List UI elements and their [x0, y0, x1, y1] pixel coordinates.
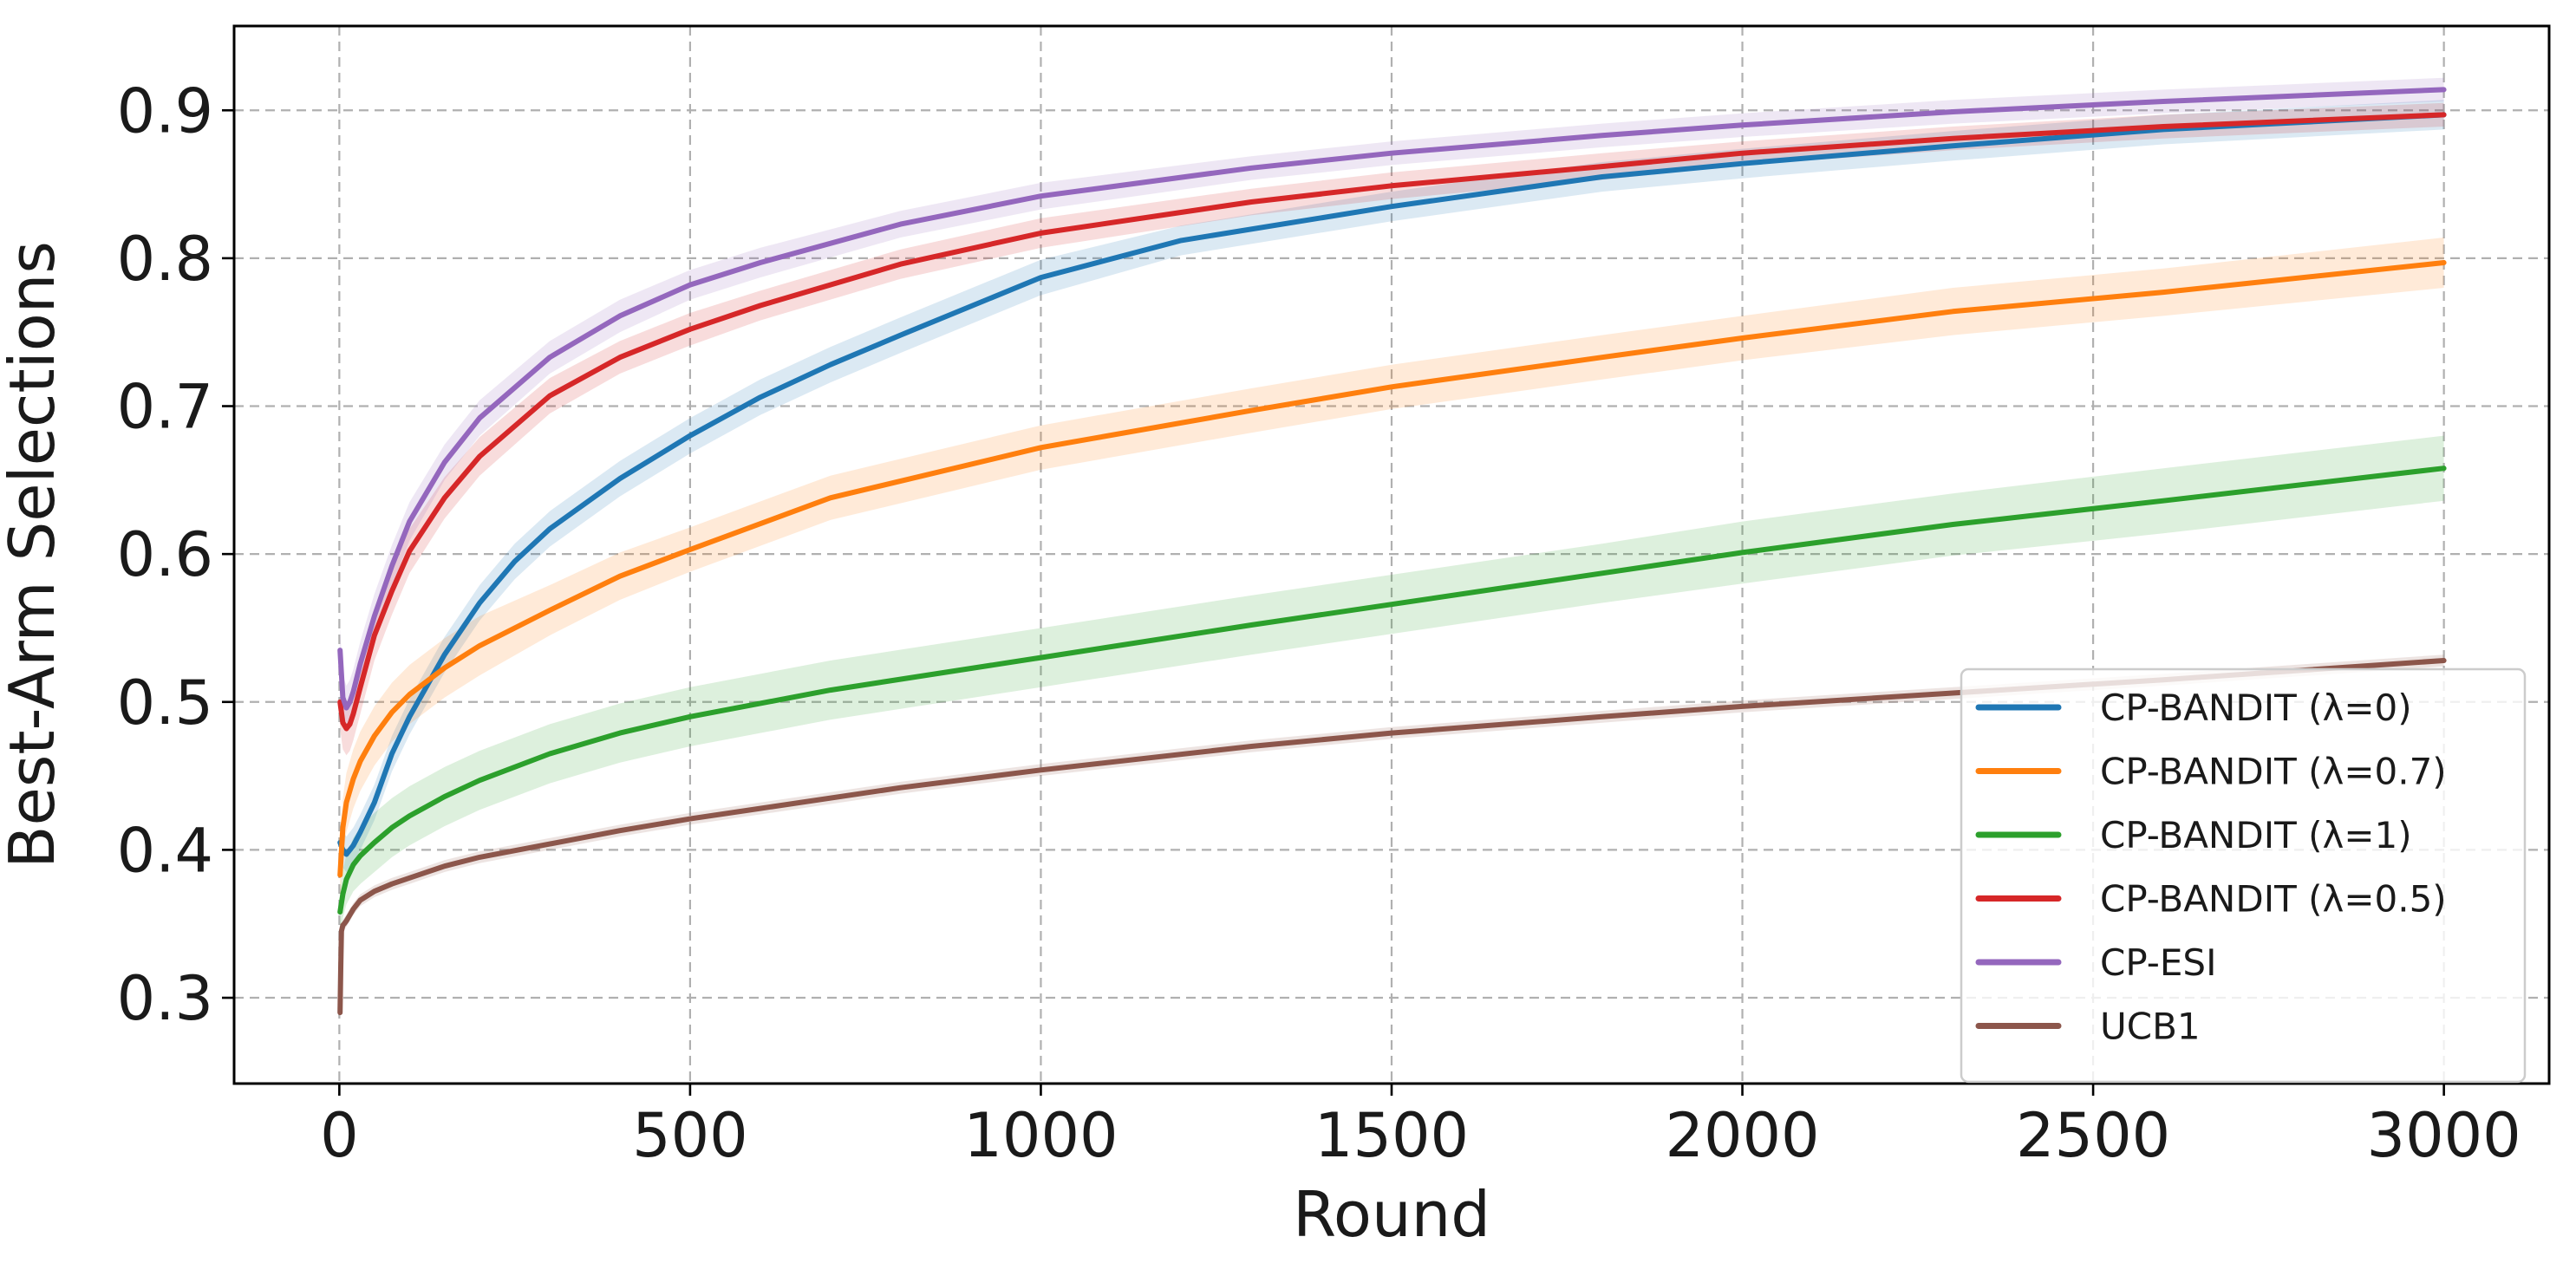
- series-lines: [337, 87, 2447, 1016]
- legend-label-5: UCB1: [2100, 1006, 2201, 1048]
- x-tick-label: 2000: [1665, 1100, 1819, 1171]
- x-tick-label: 1000: [963, 1100, 1118, 1171]
- legend-label-2: CP-BANDIT (λ=1): [2100, 814, 2412, 856]
- line-series-3: [337, 112, 2447, 732]
- band-series-2: [340, 435, 2444, 934]
- y-tick-label: 0.6: [117, 519, 213, 590]
- y-tick-label: 0.5: [117, 667, 213, 739]
- legend-label-4: CP-ESI: [2100, 941, 2216, 984]
- line-series-1: [337, 260, 2447, 878]
- band-series-3: [340, 102, 2444, 756]
- legend-box: [1960, 667, 2527, 1084]
- confidence-bands: [340, 77, 2444, 1019]
- x-tick-label: 500: [632, 1100, 748, 1171]
- legend: CP-BANDIT (λ=0) CP-BANDIT (λ=0.7) CP-BANDI…: [1960, 667, 2527, 1084]
- band-series-1: [340, 238, 2444, 905]
- x-axis-ticks: 0 500 1000 1500 2000 2500 3000: [320, 1084, 2521, 1171]
- band-series-5: [340, 654, 2444, 1019]
- y-axis-title: Best-Arm Selections: [0, 241, 68, 869]
- x-tick-label: 0: [320, 1100, 359, 1171]
- legend-label-0: CP-BANDIT (λ=0): [2100, 687, 2412, 729]
- x-axis-title: Round: [1293, 1178, 1490, 1251]
- legend-label-3: CP-BANDIT (λ=0.5): [2100, 878, 2447, 921]
- legend-label-1: CP-BANDIT (λ=0.7): [2100, 751, 2447, 793]
- y-tick-label: 0.9: [117, 75, 213, 146]
- band-series-4: [340, 77, 2444, 731]
- y-tick-label: 0.3: [117, 963, 213, 1034]
- x-tick-label: 1500: [1314, 1100, 1469, 1171]
- y-tick-label: 0.4: [117, 815, 213, 886]
- line-series-4: [337, 87, 2447, 711]
- x-tick-label: 3000: [2367, 1100, 2521, 1171]
- y-tick-label: 0.8: [117, 224, 213, 295]
- y-tick-label: 0.7: [117, 372, 213, 443]
- x-tick-label: 2500: [2016, 1100, 2170, 1171]
- line-series-5: [337, 658, 2447, 1016]
- y-axis-ticks: 0.3 0.4 0.5 0.6 0.7 0.8 0.9: [117, 75, 234, 1034]
- line-series-0: [337, 112, 2447, 857]
- line-series-2: [337, 465, 2447, 915]
